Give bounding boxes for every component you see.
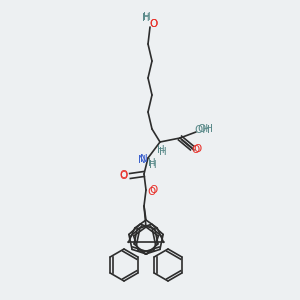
Text: N: N [140, 154, 148, 164]
Text: H: H [159, 147, 167, 157]
Text: O: O [150, 19, 158, 29]
Text: O: O [149, 185, 157, 195]
Text: H: H [157, 145, 165, 155]
Text: O: O [120, 171, 128, 181]
Text: O: O [149, 19, 157, 29]
Text: O: O [120, 170, 128, 180]
Text: H: H [142, 13, 150, 23]
Text: O: O [194, 144, 202, 154]
Text: OH: OH [197, 124, 213, 134]
Text: H: H [143, 12, 151, 22]
Text: N: N [138, 155, 146, 165]
Text: O: O [192, 145, 200, 155]
Text: H: H [149, 160, 157, 170]
Text: O: O [148, 187, 156, 197]
Text: OH: OH [194, 125, 210, 135]
Text: H: H [148, 158, 156, 168]
